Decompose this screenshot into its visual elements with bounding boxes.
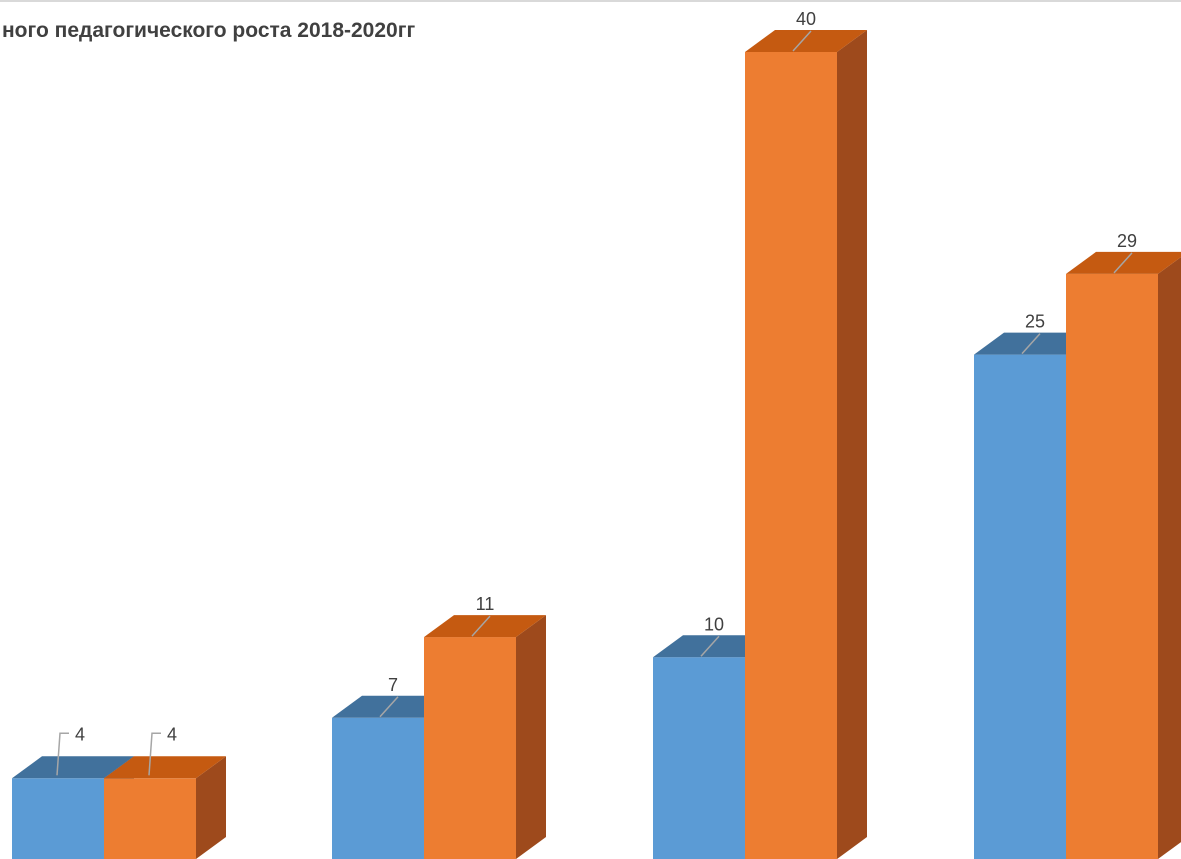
bar-front-s0-c3 bbox=[974, 354, 1066, 859]
chart-title: ного педагогического роста 2018-2020гг bbox=[2, 19, 415, 42]
bar-front-s1-c1 bbox=[424, 637, 516, 859]
data-label-s1-c0: 4 bbox=[167, 724, 177, 744]
bar-side-s1-c3 bbox=[1158, 257, 1181, 859]
bar-top-s1-c1 bbox=[424, 615, 546, 638]
bar-top-s0-c0 bbox=[12, 756, 134, 779]
data-labels-layer: 4 4 7 11 10 40 25 29 bbox=[56, 9, 1137, 776]
leader-line-s1-c1 bbox=[471, 615, 491, 637]
leader-line-s0-c0 bbox=[56, 732, 69, 776]
leader-line-s1-c0 bbox=[148, 732, 161, 776]
bars-layer bbox=[12, 30, 1181, 859]
data-label-s1-c2: 40 bbox=[796, 9, 816, 29]
bar-top-s0-c3 bbox=[974, 332, 1096, 355]
bar-top-s1-c2 bbox=[745, 30, 867, 52]
bar-top-s1-c0 bbox=[104, 756, 226, 779]
leader-line-s0-c3 bbox=[1021, 333, 1041, 355]
bar-front-s1-c0 bbox=[104, 778, 196, 859]
bar-front-s1-c3 bbox=[1066, 273, 1158, 859]
data-label-s0-c0: 4 bbox=[75, 724, 85, 744]
bar-side-s1-c1 bbox=[516, 615, 546, 859]
bar-side-s1-c0 bbox=[196, 756, 226, 859]
leader-line-s0-c1 bbox=[379, 696, 399, 718]
data-label-s1-c1: 11 bbox=[476, 594, 495, 614]
leader-line-s1-c3 bbox=[1113, 252, 1133, 274]
data-label-s0-c1: 7 bbox=[388, 675, 398, 695]
bar-top-s0-c1 bbox=[332, 695, 454, 718]
leader-line-s1-c2 bbox=[792, 30, 812, 52]
bar-front-s0-c0 bbox=[12, 778, 104, 859]
data-label-s0-c3: 25 bbox=[1025, 312, 1045, 332]
bar-front-s0-c1 bbox=[332, 717, 424, 859]
bar-side-s1-c2 bbox=[837, 30, 867, 859]
data-label-s1-c3: 29 bbox=[1117, 231, 1137, 251]
bar-front-s0-c2 bbox=[653, 657, 745, 859]
data-label-s0-c2: 10 bbox=[704, 614, 724, 634]
bar-top-s0-c2 bbox=[653, 635, 775, 658]
bar-front-s1-c2 bbox=[745, 52, 837, 859]
leader-line-s0-c2 bbox=[700, 635, 720, 657]
